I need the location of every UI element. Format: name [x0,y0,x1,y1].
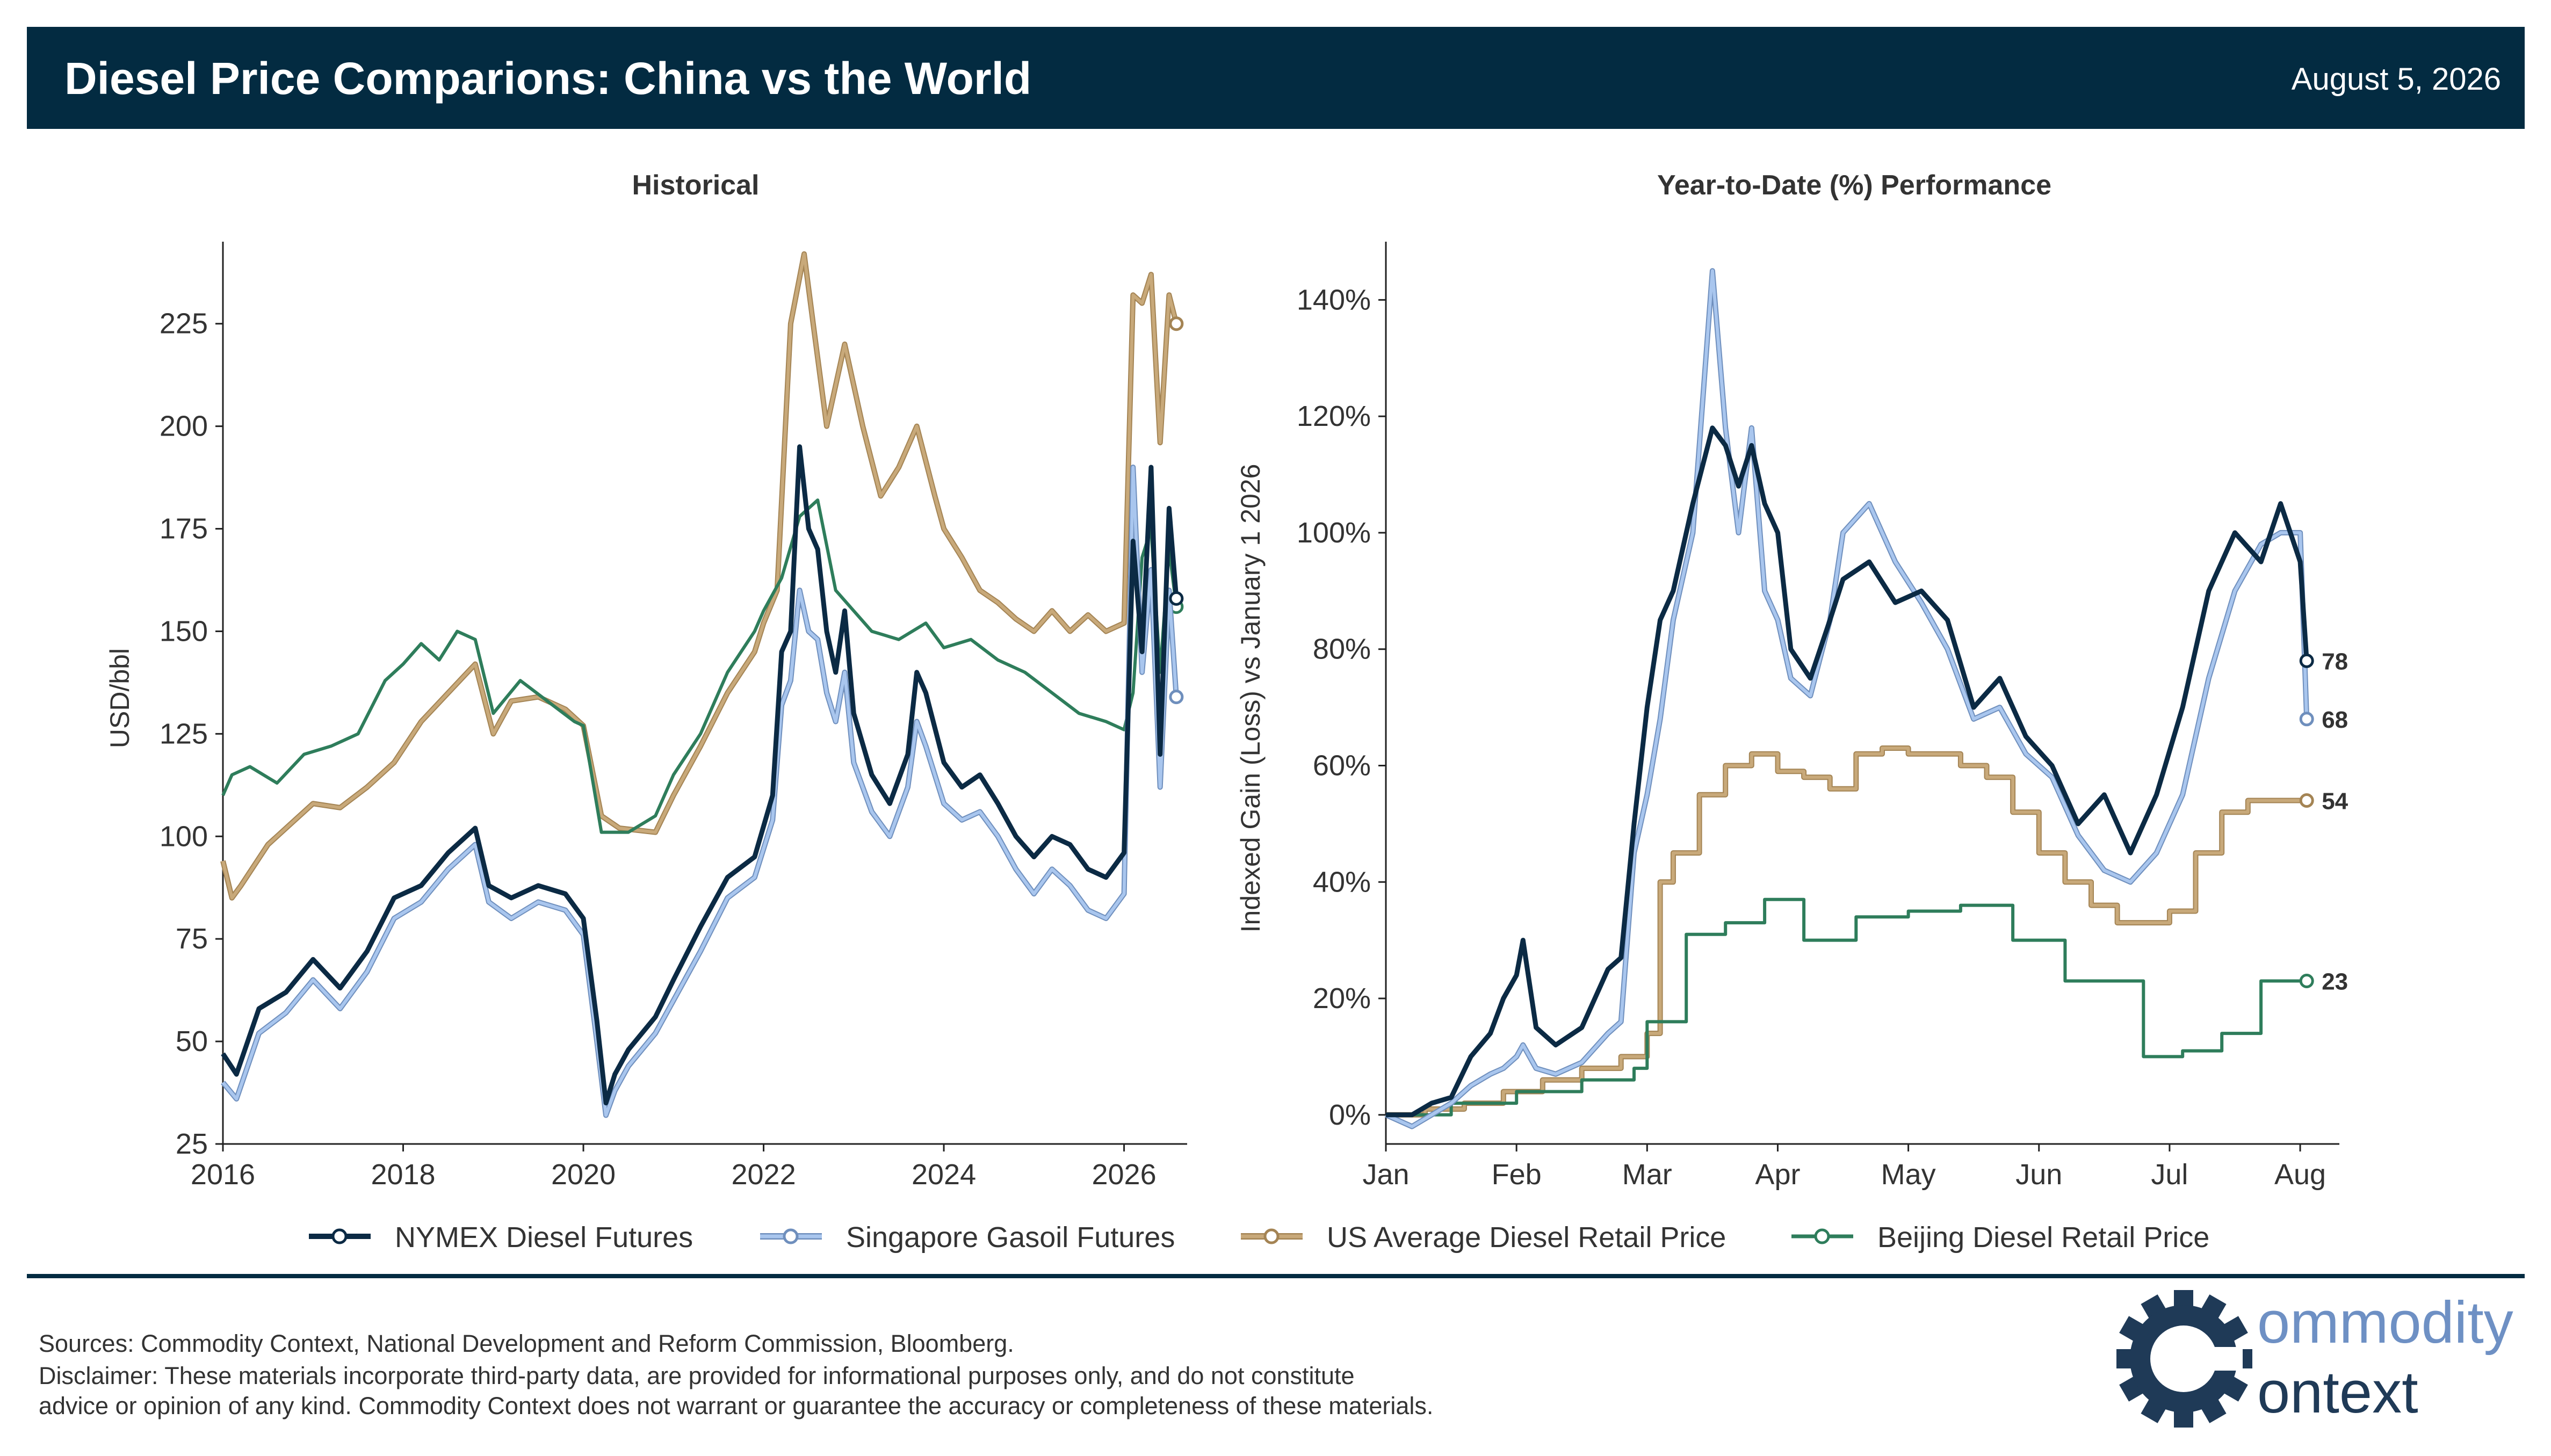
legend-item: Singapore Gasoil Futures [760,1221,1175,1254]
legend-label: Singapore Gasoil Futures [846,1221,1175,1254]
disclaimer-line-2: advice or opinion of any kind. Commodity… [39,1392,1434,1419]
gear-c-icon [2116,1290,2252,1428]
series-end-label: 68 [2322,707,2348,733]
series-line [221,252,1178,900]
y-tick-label: 175 [160,513,208,545]
ytd-y-axis-label: Indexed Gain (Loss) vs January 1 2026 [1235,464,1266,933]
series-end-label: 54 [2322,788,2348,815]
x-tick-label: May [1881,1158,1936,1191]
series-end-marker [2299,653,2314,668]
legend-label: NYMEX Diesel Futures [395,1221,693,1254]
legend-label: US Average Diesel Retail Price [1327,1221,1726,1254]
y-tick-label: 80% [1313,633,1371,665]
legend-item: Beijing Diesel Retail Price [1791,1221,2209,1254]
series-end-marker [2299,974,2314,989]
charts-canvas: Historical USD/bbl 25 50 75 100 125 150 175 200… [105,170,2348,1254]
disclaimer-line-1: Disclaimer: These materials incorporate … [39,1362,1355,1389]
y-tick-label: 40% [1313,866,1371,898]
page-title: Diesel Price Comparions: China vs the Wo… [64,53,1032,104]
y-tick-label: 20% [1313,982,1371,1015]
historical-series [220,251,1184,1118]
legend-item: NYMEX Diesel Futures [309,1221,693,1254]
chart-legend: NYMEX Diesel Futures Singapore Gasoil Fut… [309,1221,2209,1254]
y-tick-label: 100 [160,820,208,852]
series-line-outline [220,251,1179,901]
ytd-chart-title: Year-to-Date (%) Performance [1657,170,2051,201]
y-tick-label: 75 [176,923,208,955]
x-tick-label: Feb [1492,1158,1542,1191]
x-tick-label: 2024 [912,1158,976,1191]
y-tick-label: 50 [176,1025,208,1057]
series-end-marker [2299,712,2314,727]
header-bar: Diesel Price Comparions: China vs the Wo… [27,27,2525,129]
legend-marker [1263,1228,1280,1244]
series-line-outline [1386,745,2307,1118]
x-tick-label: Apr [1755,1158,1800,1191]
commodity-context-logo: ommodity ontext [2116,1290,2513,1428]
x-tick-label: Mar [1622,1158,1672,1191]
y-tick-label: 140% [1297,284,1371,316]
ytd-chart: Year-to-Date (%) Performance Indexed Gai… [1235,170,2348,1191]
series-end-marker [1169,316,1184,331]
y-tick-label: 25 [176,1128,208,1160]
legend-marker [783,1228,799,1244]
x-tick-label: Jul [2151,1158,2188,1191]
y-tick-label: 120% [1297,400,1371,432]
historical-chart-title: Historical [632,170,760,201]
y-tick-label: 125 [160,718,208,750]
x-tick-label: 2020 [551,1158,616,1191]
x-tick-label: Jun [2015,1158,2062,1191]
y-tick-label: 60% [1313,749,1371,781]
series-end-marker [2299,793,2314,808]
series-end-marker [1169,591,1184,606]
series-line [221,498,1178,834]
series-line [1386,897,2307,1117]
series-end-marker [1169,690,1184,705]
x-tick-label: 2016 [191,1158,255,1191]
legend-label: Beijing Diesel Retail Price [1877,1221,2209,1254]
x-tick-label: Aug [2274,1158,2326,1191]
y-tick-label: 0% [1329,1099,1371,1131]
y-tick-label: 225 [160,308,208,340]
series-line [221,444,1179,1106]
series-line [1385,269,2309,1128]
footer-sources: Sources: Commodity Context, National Dev… [39,1330,1014,1357]
y-tick-label: 100% [1297,517,1371,549]
historical-chart: Historical USD/bbl 25 50 75 100 125 150 175 200… [105,170,1187,1191]
logo-text-line-1: ommodity [2257,1290,2513,1356]
series-end-label: 78 [2322,648,2348,675]
historical-axes: 25 50 75 100 125 150 175 200 225 2016 2018 2020 2022… [160,242,1187,1191]
historical-y-axis-label: USD/bbl [105,648,135,748]
series-line-outline [1384,268,2310,1129]
footer-disclaimer: Disclaimer: These materials incorporate … [39,1361,1629,1421]
x-tick-label: 2026 [1092,1158,1156,1191]
legend-marker [331,1228,348,1244]
series-line [221,466,1178,1117]
x-tick-label: 2018 [371,1158,435,1191]
ytd-series: 54 23 68 78 [1384,268,2348,1129]
x-tick-label: 2022 [731,1158,796,1191]
series-line [1386,747,2307,1117]
report-date: August 5, 2026 [2291,62,2501,97]
series-end-label: 23 [2322,969,2348,995]
x-tick-label: Jan [1362,1158,1409,1191]
y-tick-label: 150 [160,615,208,647]
series-line [1386,425,2309,1118]
legend-item: US Average Diesel Retail Price [1241,1221,1726,1254]
ytd-axes: 0% 20% 40% 60% 80% 100% 120% 140% Jan Feb Mar Apr Ma… [1297,242,2339,1191]
y-tick-label: 200 [160,410,208,443]
logo-text-line-2: ontext [2257,1359,2418,1425]
footer-divider [27,1274,2525,1278]
legend-marker [1814,1228,1830,1244]
